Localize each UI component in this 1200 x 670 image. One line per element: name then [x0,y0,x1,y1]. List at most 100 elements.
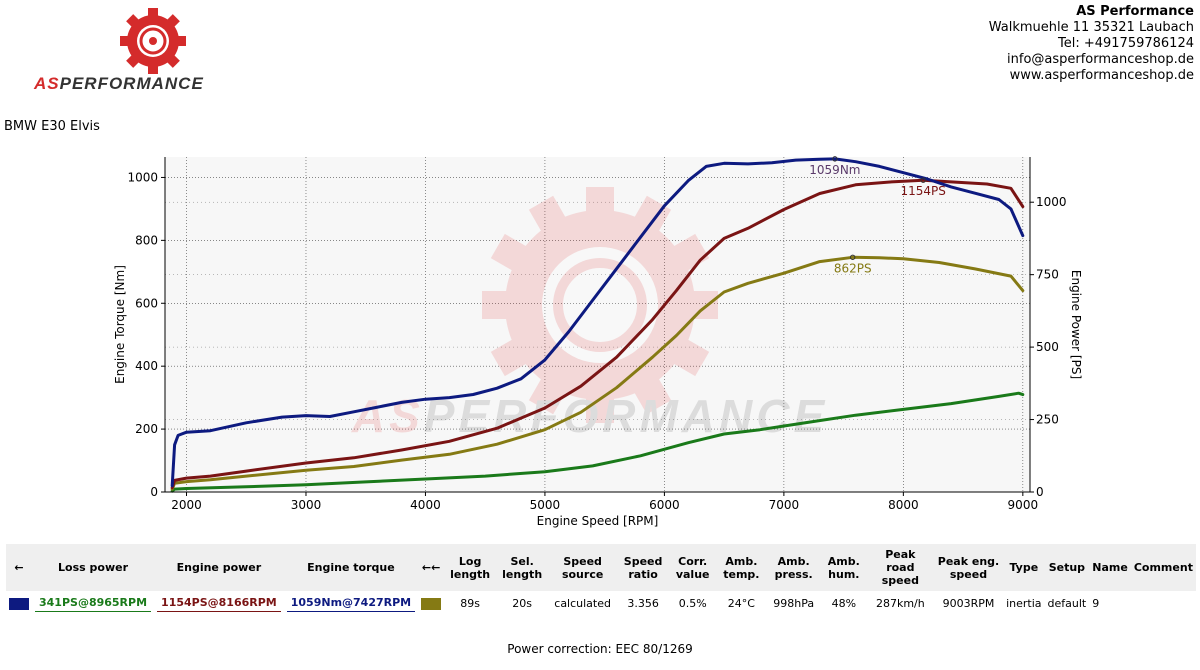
col-corr-value: Corr. value [669,544,717,591]
y-axis-title-right: Engine Power [PS] [1069,270,1083,379]
turbo-gear-icon [120,8,186,74]
type-value: inertia [1006,596,1042,610]
watermark-turbine-ring [553,258,647,352]
col-speed-ratio: Speed ratio [617,544,670,591]
col-setup: Setup [1044,544,1090,591]
watermark-gear-tooth [482,291,508,319]
x-tick-label: 9000 [1008,498,1039,512]
col-amb-temp: Amb. temp. [716,544,767,591]
col-arrow-left[interactable]: ← [6,544,32,591]
col-amb-hum: Amb. hum. [820,544,867,591]
watermark-text-as: AS [351,390,424,442]
col-engine-power: Engine power [154,544,284,591]
watermark-gear-tooth [586,397,614,423]
peak-marker [920,177,926,183]
y-tick-label-left: 800 [135,233,158,247]
amb-press-value: 998hPa [773,596,815,610]
col-name: Name [1089,544,1131,591]
watermark-gear-tooth [528,377,567,415]
watermark-text-performance: PERFORMANCE [424,390,828,442]
col-peak-eng-speed: Peak eng. speed [933,544,1004,591]
chart-series [170,157,1025,493]
y-tick-label-right: 0 [1036,485,1044,499]
company-logo: ASPERFORMANCE [33,8,204,93]
peak-eng-speed-value: 9003RPM [942,596,995,610]
x-tick-label: 6000 [649,498,680,512]
company-web[interactable]: www.asperformanceshop.de [1009,68,1194,83]
speed-source-value: calculated [554,596,611,610]
logo-text-performance: PERFORMANCE [60,74,204,93]
chart-axes [164,157,1031,493]
col-type: Type [1003,544,1045,591]
swatch-wheel-color[interactable] [421,597,442,610]
company-tel: Tel: +491759786124 [1058,36,1194,51]
watermark-gear-hub [542,247,658,363]
watermark-gear-tooth [490,233,528,272]
y-tick-label-left: 600 [135,296,158,310]
vehicle-name: BMW E30 Elvis [4,119,100,134]
col-arrow-double[interactable]: ←← [418,544,445,591]
col-amb-press: Amb. press. [766,544,821,591]
engine-power-value: 1154PS@8166RPM [157,594,281,612]
peak-marker [832,156,838,162]
company-info: AS Performance Walkmuehle 11 35321 Lauba… [989,4,1194,84]
y-tick-label-left: 1000 [127,170,158,184]
x-tick-label: 2000 [171,498,202,512]
col-log-length: Log length [444,544,497,591]
y-tick-label-left: 0 [150,485,158,499]
power-correction: Power correction: EEC 80/1269 [507,642,693,656]
series-line-wheel-power [170,255,1025,491]
watermark-gear-tooth [633,195,672,233]
corr-value-value: 0.5% [678,596,707,610]
col-comment: Comment [1130,544,1196,591]
col-sel-length: Sel. length [496,544,549,591]
peak-marker [849,254,856,260]
watermark-gear-tooth [633,377,672,415]
watermark-gear-tooth [490,338,528,377]
col-loss-power: Loss power [32,544,155,591]
table-header-row: ← Loss power Engine power Engine torque … [6,544,1196,591]
peak-label: 1154PS [900,184,945,198]
name-value: 9 [1092,596,1100,610]
loss-power-value: 341PS@8965RPM [35,594,152,612]
company-email[interactable]: info@asperformanceshop.de [1007,52,1194,67]
comment-value [1131,591,1196,615]
x-tick-label: 8000 [888,498,919,512]
y-tick-label-right: 750 [1036,268,1059,282]
x-tick-label: 4000 [410,498,441,512]
svg-text:ASPERFORMANCE: ASPERFORMANCE [33,74,204,93]
y-tick-label-right: 500 [1036,340,1059,354]
series-line-loss-power [170,391,1025,493]
y-tick-label-left: 400 [135,359,158,373]
log-length-value: 89s [460,596,480,610]
peak-label: 862PS [834,261,872,275]
series-line-engine-torque [170,157,1025,488]
y-tick-label-right: 250 [1036,413,1059,427]
chart-grid [165,157,1030,493]
speed-ratio-value: 3.356 [627,596,659,610]
chart-labels: 1059Nm 1154PS 862PS [809,156,946,275]
company-name: AS Performance [1076,4,1194,19]
sel-length-value: 20s [512,596,533,610]
watermark-text: ASPERFORMANCE [351,390,828,442]
series-line-engine-power [170,178,1025,490]
logo-text-as: AS [33,74,60,93]
x-tick-label: 7000 [769,498,800,512]
amb-temp-value: 24°C [727,596,755,610]
col-peak-road-speed: Peak road speed [866,544,934,591]
table-row[interactable]: 341PS@8965RPM 1154PS@8166RPM 1059Nm@7427… [6,591,1196,615]
peak-road-speed-value: 287km/h [875,596,925,610]
setup-value: default [1047,596,1087,610]
watermark: ASPERFORMANCE [351,187,828,442]
watermark-gear-tooth [586,187,614,213]
summary-table: ← Loss power Engine power Engine torque … [6,544,1196,615]
watermark-gear-tooth [672,338,710,377]
col-engine-torque: Engine torque [283,544,419,591]
peak-label: 1059Nm [809,163,860,177]
x-axis-title: Engine Speed [RPM] [537,514,659,528]
dyno-chart: ASPERFORMANCE 2000 3000 4000 5000 6000 7000 80… [113,156,1083,528]
col-speed-source: Speed source [548,544,618,591]
swatch-torque-color[interactable] [9,597,29,610]
watermark-gear-tooth [528,195,567,233]
company-address: Walkmuehle 11 35321 Laubach [988,20,1194,35]
